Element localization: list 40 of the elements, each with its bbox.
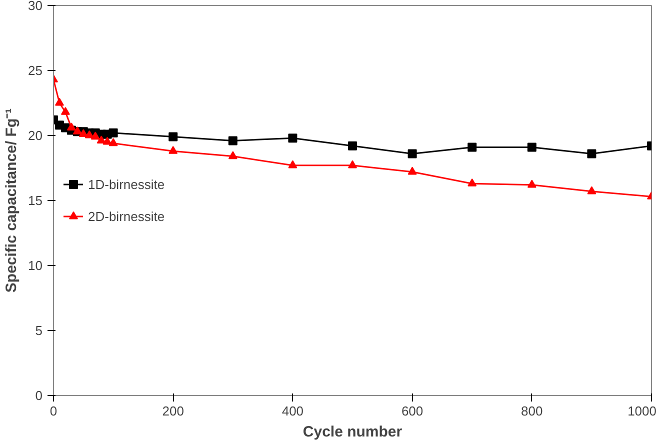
- x-tick-label: 400: [282, 404, 304, 418]
- y-tick-label: 20: [28, 128, 43, 143]
- x-tick-label: 200: [162, 404, 184, 418]
- point: [54, 98, 64, 106]
- point: [408, 166, 417, 175]
- y-tick-label: 10: [28, 258, 43, 273]
- point: [348, 160, 357, 168]
- point: [60, 106, 70, 115]
- y-tick-label: 15: [28, 193, 43, 208]
- point: [168, 132, 178, 142]
- point: [228, 136, 238, 146]
- x-tick-label: 1000: [628, 404, 656, 418]
- legend-label: 2D-birnessite: [88, 208, 165, 224]
- point: [527, 180, 536, 188]
- x-tick-label: 800: [521, 404, 543, 418]
- point: [587, 149, 596, 158]
- point: [108, 138, 118, 146]
- point: [96, 136, 106, 144]
- y-tick-label: 25: [28, 63, 43, 78]
- y-tick-label: 5: [35, 323, 43, 338]
- point: [468, 142, 477, 152]
- point: [168, 146, 178, 154]
- x-tick-label: 600: [401, 404, 424, 418]
- point: [288, 134, 298, 143]
- point: [228, 151, 238, 160]
- point: [527, 142, 536, 152]
- point: [587, 186, 596, 194]
- y-tick-label: 0: [35, 388, 43, 403]
- legend-label: 1D-birnessite: [88, 176, 165, 192]
- x-axis-title: Cycle number: [302, 424, 402, 440]
- point: [90, 132, 100, 140]
- x-tick-label: 0: [50, 404, 58, 418]
- point: [288, 160, 298, 168]
- point: [468, 178, 477, 186]
- y-tick-label: 30: [28, 0, 43, 13]
- point: [108, 128, 118, 138]
- point: [408, 149, 417, 158]
- y-axis-title: Specific capacitance/ Fg⁻¹: [3, 108, 20, 293]
- point: [66, 122, 76, 131]
- point: [348, 141, 357, 150]
